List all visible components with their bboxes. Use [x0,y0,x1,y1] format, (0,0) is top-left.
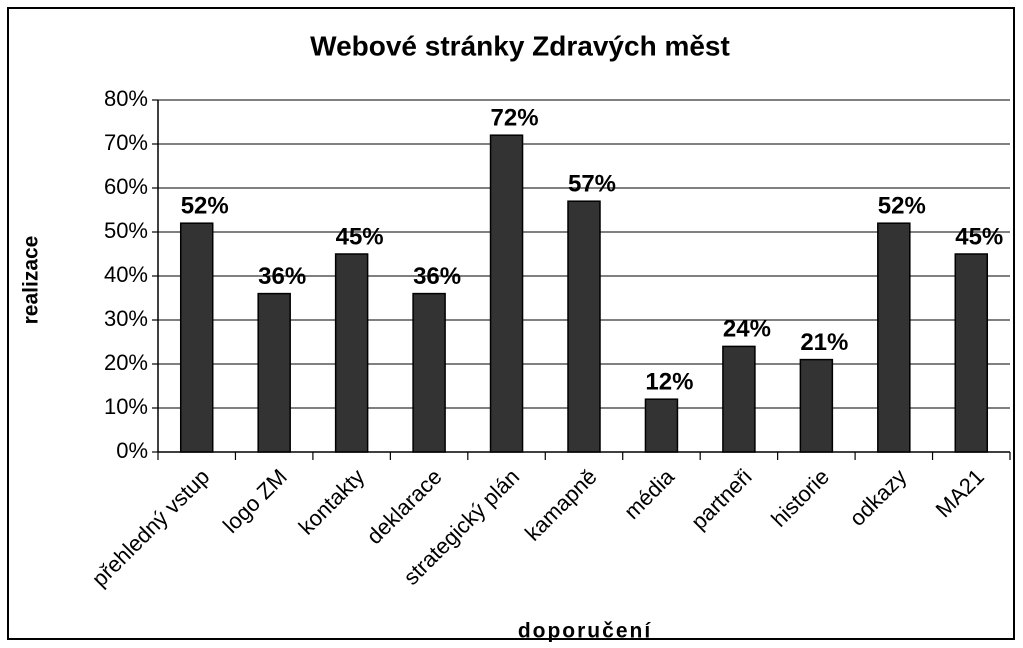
y-tick-label: 50% [104,218,148,243]
bar [877,222,911,453]
data-label: 24% [723,316,771,343]
y-tick-label: 0% [116,438,148,463]
y-tick-label: 80% [104,86,148,111]
data-label: 36% [258,263,306,290]
bar [954,253,989,453]
y-tick-label: 70% [104,130,148,155]
y-tick-label: 30% [104,306,148,331]
data-label: 36% [413,263,461,290]
bar [722,345,756,453]
y-axis-label: realizace [20,236,43,325]
y-tick-label: 20% [104,350,148,375]
bar [799,358,834,453]
data-label: 45% [336,223,384,250]
bar [644,398,679,453]
bar [412,292,446,453]
x-axis-label: doporučení [518,620,652,643]
bar [257,292,291,453]
data-label: 12% [645,369,693,396]
data-label: 52% [181,193,229,220]
bar [179,222,214,453]
y-tick-label: 10% [104,394,148,419]
bar [334,253,369,453]
data-label: 57% [568,171,616,198]
bar [567,200,601,453]
data-label: 72% [491,105,539,132]
chart-title: Webové stránky Zdravých měst [310,30,730,61]
data-label: 45% [955,223,1003,250]
data-label: 52% [878,193,926,220]
data-label: 21% [800,329,848,356]
y-tick-label: 60% [104,174,148,199]
bar [489,134,524,453]
y-tick-label: 40% [104,262,148,287]
